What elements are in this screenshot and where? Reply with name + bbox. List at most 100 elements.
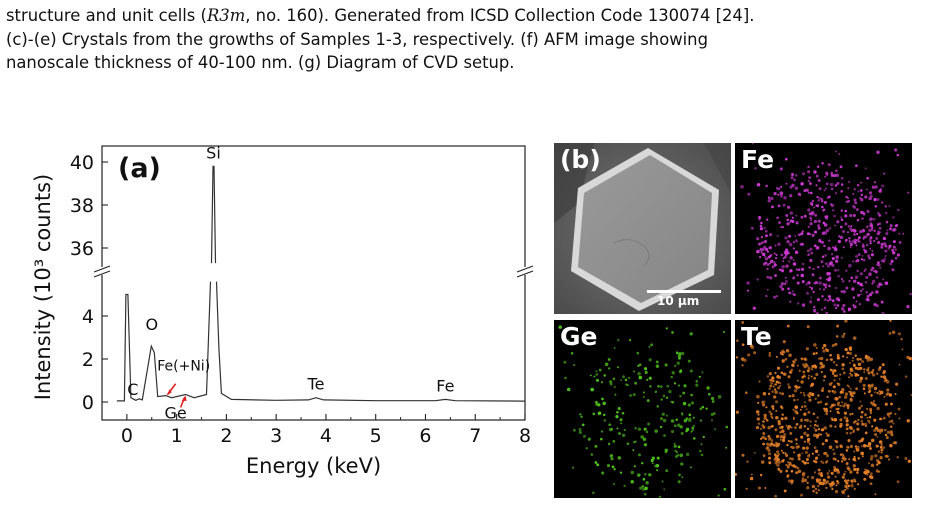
map-dot	[868, 224, 871, 227]
map-dot	[869, 242, 872, 245]
map-dot	[827, 299, 830, 302]
map-dot	[783, 196, 787, 200]
map-dot	[603, 374, 606, 377]
map-dot	[841, 355, 845, 358]
map-dot	[812, 290, 815, 294]
map-dot	[856, 259, 860, 263]
map-dot	[831, 343, 835, 348]
map-dot	[833, 214, 836, 218]
map-dot	[833, 268, 838, 272]
map-dot	[602, 401, 606, 406]
map-dot	[821, 240, 824, 244]
map-dot	[795, 251, 798, 254]
map-dot	[894, 148, 898, 152]
map-dot	[892, 251, 895, 255]
map-dot	[824, 298, 827, 302]
map-dot	[845, 432, 849, 435]
map-dot	[845, 462, 849, 466]
map-dot	[806, 481, 809, 485]
map-dot	[654, 429, 658, 433]
map-dot	[772, 443, 776, 447]
map-dot	[869, 412, 872, 415]
map-dot	[607, 464, 610, 468]
map-dot	[768, 387, 771, 390]
map-dot	[813, 433, 817, 437]
map-dot	[687, 403, 691, 407]
map-dot	[856, 467, 860, 472]
map-dot	[782, 350, 786, 354]
map-dot	[879, 456, 883, 460]
map-dot	[639, 486, 643, 490]
map-dot	[817, 165, 820, 168]
map-dot	[825, 348, 828, 351]
map-dot	[629, 394, 632, 397]
map-dot	[766, 442, 770, 446]
map-dot	[861, 288, 864, 291]
map-dot	[896, 480, 900, 484]
map-dot	[797, 457, 801, 461]
map-dot	[848, 390, 851, 393]
map-dot	[759, 247, 763, 252]
map-dot	[862, 212, 866, 216]
map-dot	[809, 258, 813, 263]
map-dot	[817, 468, 821, 472]
map-dot	[677, 423, 681, 427]
map-dot	[870, 394, 873, 397]
map-dot	[665, 327, 669, 330]
map-dot	[760, 235, 764, 239]
map-dot	[887, 458, 891, 461]
map-dot	[902, 232, 905, 235]
map-dot	[856, 357, 860, 361]
map-dot	[826, 472, 830, 475]
map-dot	[772, 379, 775, 383]
map-dot	[787, 424, 792, 429]
map-dot	[678, 384, 680, 387]
map-dot	[875, 237, 879, 240]
map-dot	[835, 169, 838, 172]
map-dot	[647, 422, 651, 426]
map-dot	[881, 184, 885, 188]
map-dot	[877, 367, 881, 372]
map-dot	[800, 435, 804, 439]
map-dot	[758, 215, 762, 220]
map-dot	[788, 193, 793, 198]
map-dot	[766, 375, 770, 378]
map-dot	[646, 399, 650, 403]
map-dot	[845, 419, 849, 423]
map-dot	[867, 254, 871, 258]
map-dot	[630, 470, 635, 475]
map-dot	[849, 444, 853, 449]
map-dot	[843, 411, 847, 415]
map-dot	[865, 276, 869, 279]
map-dot	[830, 187, 834, 191]
map-dot	[774, 244, 777, 247]
map-dot	[831, 369, 835, 373]
map-dot	[813, 446, 817, 450]
map-dot	[827, 195, 831, 199]
map-dot	[581, 423, 585, 427]
map-dot	[607, 442, 611, 446]
map-dot	[611, 465, 615, 469]
map-dot	[665, 469, 669, 473]
map-dot	[839, 390, 843, 394]
map-dot	[678, 357, 682, 360]
map-dot	[863, 477, 867, 481]
map-dot	[857, 457, 860, 460]
map-dot	[811, 484, 816, 489]
map-dot	[863, 368, 866, 371]
map-dot	[680, 351, 685, 356]
map-dot	[771, 376, 775, 380]
map-dot	[854, 445, 858, 448]
map-dot	[836, 220, 840, 224]
map-dot	[592, 412, 596, 416]
map-dot	[834, 475, 837, 478]
map-dot	[616, 427, 619, 430]
map-dot	[655, 360, 659, 364]
map-dot	[659, 385, 663, 388]
map-dot	[854, 420, 857, 423]
map-dot	[860, 258, 864, 261]
map-dot	[776, 450, 780, 454]
map-dot	[566, 387, 571, 392]
map-dot	[769, 259, 774, 264]
map-dot	[682, 391, 686, 395]
